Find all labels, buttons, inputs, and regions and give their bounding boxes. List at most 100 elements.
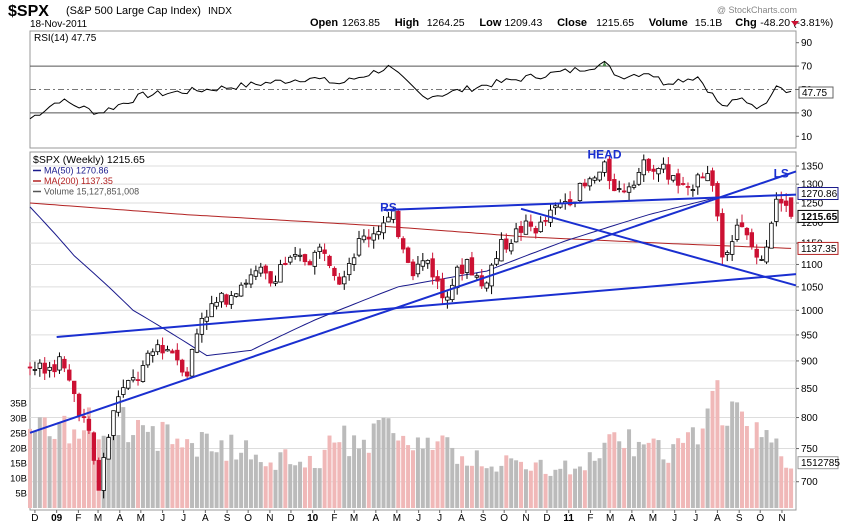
- volume-bar: [72, 429, 77, 508]
- volume-bar: [548, 475, 553, 508]
- volume-bar: [150, 426, 155, 508]
- volume-bar: [219, 440, 224, 508]
- candle-body: [415, 263, 421, 275]
- volume-bar: [597, 458, 602, 508]
- candle-body: [322, 249, 327, 254]
- x-tick-label: J: [437, 513, 442, 524]
- volume-bar: [651, 438, 656, 508]
- candle-body: [440, 278, 445, 299]
- volume-bar: [239, 452, 244, 508]
- volume-tick-label: 30B: [10, 414, 27, 425]
- volume-bar: [86, 407, 91, 508]
- volume-bar: [514, 460, 519, 508]
- candle-body: [592, 177, 597, 181]
- candle-body: [631, 184, 637, 188]
- candle-body: [538, 221, 543, 233]
- volume-bar: [789, 468, 794, 508]
- quote-label: High: [395, 17, 420, 29]
- legend-entry: MA(50) 1270.86: [44, 166, 109, 176]
- candle-body: [577, 182, 583, 202]
- candle-body: [371, 233, 376, 241]
- candle-body: [165, 349, 170, 352]
- volume-bar: [631, 456, 636, 508]
- x-tick-label: O: [756, 513, 764, 524]
- volume-bar: [302, 467, 307, 508]
- candle-body: [81, 416, 87, 419]
- candle-body: [435, 276, 440, 282]
- candle-body: [454, 266, 460, 289]
- volume-bar: [739, 411, 744, 508]
- trendline: [56, 273, 797, 338]
- x-tick-label: J: [693, 513, 698, 524]
- volume-bar: [700, 428, 705, 508]
- candle-body: [484, 282, 489, 289]
- candle-body: [101, 457, 106, 491]
- candle-body: [209, 303, 214, 318]
- volume-bar: [356, 448, 361, 508]
- x-tick-label: M: [606, 513, 614, 524]
- volume-bar: [32, 431, 37, 508]
- price-tick-label: 1050: [801, 282, 824, 293]
- candle-body: [145, 352, 151, 366]
- candle-body: [219, 292, 224, 303]
- current-value-label: 1137.35: [801, 244, 837, 255]
- x-tick-label: D: [543, 513, 550, 524]
- volume-bar: [489, 466, 494, 508]
- price-tick-label: 850: [801, 384, 818, 395]
- volume-bar: [293, 465, 298, 508]
- candle-body: [204, 316, 209, 322]
- volume-bar: [533, 462, 538, 508]
- candle-body: [356, 238, 362, 256]
- volume-bar: [391, 433, 396, 508]
- volume-bar: [469, 465, 474, 508]
- candle-body: [263, 265, 268, 274]
- volume-bar: [229, 434, 234, 508]
- volume-bar: [415, 437, 420, 508]
- pattern-annotation: LS: [774, 167, 789, 181]
- volume-bar: [165, 424, 170, 508]
- x-tick-label: 09: [51, 513, 63, 524]
- current-value-box: [797, 241, 839, 255]
- volume-bar: [317, 468, 322, 508]
- candle-body: [518, 225, 524, 233]
- quote-label: Volume: [649, 17, 688, 29]
- volume-bar: [671, 444, 676, 508]
- volume-bar: [720, 425, 725, 508]
- volume-bar: [494, 471, 499, 508]
- volume-bar: [749, 448, 754, 508]
- volume-tick-label: 25B: [10, 429, 27, 440]
- volume-bar: [209, 451, 214, 508]
- volume-bar: [602, 442, 607, 508]
- price-tick-label: 750: [801, 444, 818, 455]
- candle-body: [253, 270, 259, 277]
- volume-bar: [28, 428, 32, 508]
- volume-bar: [430, 449, 435, 508]
- candle-body: [312, 251, 317, 267]
- candle-body: [464, 259, 470, 273]
- x-tick-label: O: [244, 513, 252, 524]
- candle-body: [749, 232, 755, 247]
- options-caret-icon[interactable]: [791, 21, 799, 26]
- symbol-title: $SPX: [8, 3, 49, 20]
- volume-bar: [121, 407, 126, 508]
- x-tick-label: S: [224, 513, 231, 524]
- volume-bar: [77, 438, 82, 508]
- candle-body: [273, 281, 278, 284]
- volume-bar: [307, 455, 312, 508]
- current-value-label: 1215.65: [801, 212, 838, 223]
- quote-label: Low: [479, 17, 501, 29]
- volume-bar: [386, 418, 391, 508]
- volume-tick-label: 5B: [15, 489, 27, 500]
- price-tick-label: 1350: [801, 162, 824, 173]
- current-value-box: [797, 456, 839, 470]
- candle-body: [494, 258, 499, 265]
- volume-bar: [690, 427, 695, 508]
- trendline: [520, 207, 797, 287]
- volume-bar: [185, 439, 190, 508]
- volume-bar: [499, 465, 504, 508]
- x-tick-label: O: [500, 513, 508, 524]
- candle-body: [351, 257, 357, 265]
- volume-bar: [327, 435, 332, 508]
- volume-bar: [725, 425, 730, 508]
- volume-bar: [57, 422, 62, 508]
